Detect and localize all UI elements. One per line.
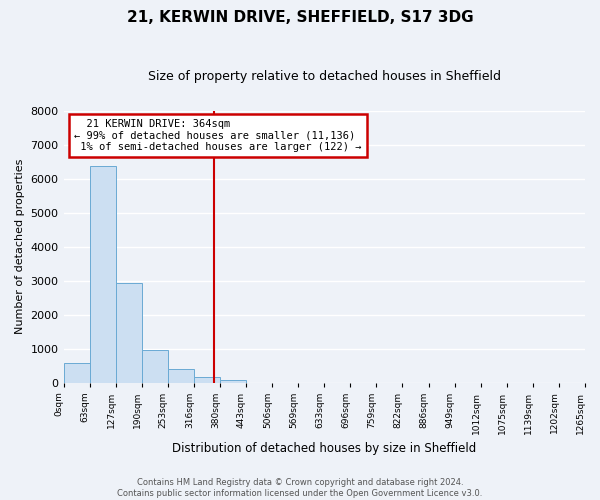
Title: Size of property relative to detached houses in Sheffield: Size of property relative to detached ho… (148, 70, 501, 83)
X-axis label: Distribution of detached houses by size in Sheffield: Distribution of detached houses by size … (172, 442, 476, 455)
Text: 21, KERWIN DRIVE, SHEFFIELD, S17 3DG: 21, KERWIN DRIVE, SHEFFIELD, S17 3DG (127, 10, 473, 25)
Text: Contains HM Land Registry data © Crown copyright and database right 2024.
Contai: Contains HM Land Registry data © Crown c… (118, 478, 482, 498)
Bar (64, 364, 89, 382)
Bar (194, 378, 220, 382)
Bar (168, 370, 194, 382)
Y-axis label: Number of detached properties: Number of detached properties (15, 159, 25, 334)
Bar (220, 380, 246, 382)
Text: 21 KERWIN DRIVE: 364sqm  
← 99% of detached houses are smaller (11,136)
 1% of s: 21 KERWIN DRIVE: 364sqm ← 99% of detache… (74, 118, 361, 152)
Bar (89, 166, 116, 382)
Bar (116, 283, 142, 382)
Bar (142, 350, 168, 382)
